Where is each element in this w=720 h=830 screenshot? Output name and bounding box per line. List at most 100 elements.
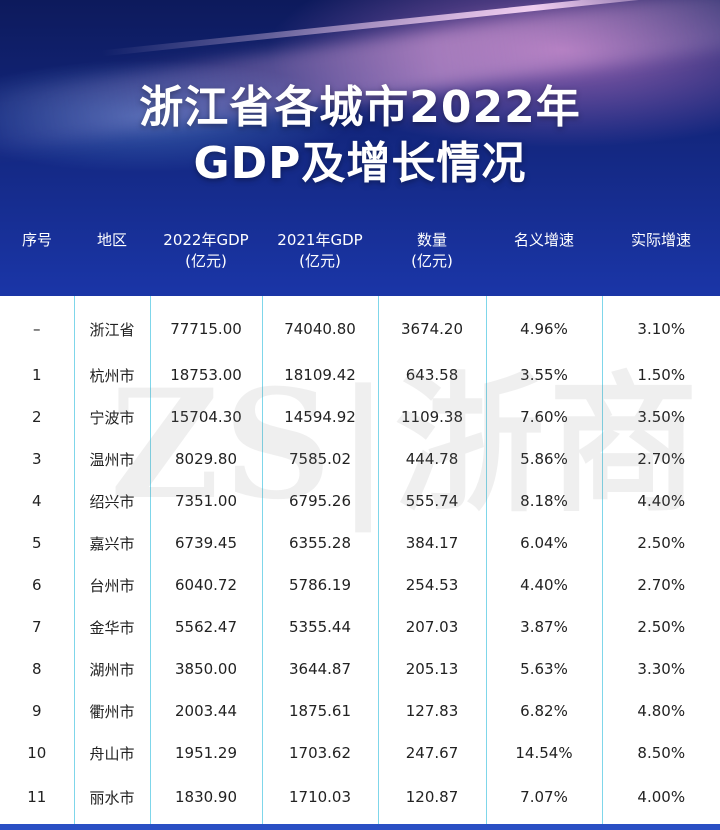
- column-header-label: 数量: [416, 231, 447, 249]
- table-cell: 2.70%: [601, 564, 720, 606]
- table-cell: 4.40%: [601, 480, 720, 522]
- table-cell: 8.18%: [485, 480, 602, 522]
- column-header-label: 实际增速: [630, 231, 691, 249]
- table-cell: 9: [0, 690, 74, 732]
- table-cell: 8: [0, 648, 74, 690]
- table-cell: 7.60%: [485, 396, 602, 438]
- table-cell: 4.40%: [485, 564, 602, 606]
- column-header-unit: (亿元): [185, 252, 227, 270]
- table-cell: 5786.19: [261, 564, 378, 606]
- column-header-label: 2022年GDP: [163, 231, 249, 249]
- table-cell: 5.86%: [485, 438, 602, 480]
- table-cell: 3.10%: [601, 296, 720, 354]
- page-title: 浙江省各城市2022年 GDP及增长情况: [0, 80, 720, 192]
- table-cell: 127.83: [377, 690, 486, 732]
- gdp-table: 序号 地区 2022年GDP (亿元) 2021年GDP (亿元) 数量 (亿元) 名义增速 实际…: [0, 218, 720, 824]
- table-row: 5 嘉兴市 6739.45 6355.28 384.17 6.04% 2.50%: [0, 522, 720, 564]
- table-header: 序号 地区 2022年GDP (亿元) 2021年GDP (亿元) 数量 (亿元) 名义增速 实际…: [0, 218, 720, 296]
- table-body: – 浙江省 77715.00 74040.80 3674.20 4.96% 3.10% 1 杭州…: [0, 296, 720, 824]
- table-cell: 衢州市: [73, 690, 150, 732]
- table-cell: 台州市: [73, 564, 150, 606]
- table-cell: 1109.38: [377, 396, 486, 438]
- table-cell: 384.17: [377, 522, 486, 564]
- column-header-label: 2021年GDP: [277, 231, 363, 249]
- table-cell: 3.50%: [601, 396, 720, 438]
- table-cell: 2: [0, 396, 74, 438]
- table-cell: 湖州市: [73, 648, 150, 690]
- column-header-unit: (亿元): [411, 252, 453, 270]
- column-header: 地区: [74, 218, 150, 296]
- table-cell: 6.82%: [485, 690, 602, 732]
- table-cell: 6795.26: [261, 480, 378, 522]
- table-cell: 2.50%: [601, 522, 720, 564]
- table-row: 3 温州市 8029.80 7585.02 444.78 5.86% 2.70%: [0, 438, 720, 480]
- table-cell: 4.00%: [601, 774, 720, 824]
- title-line-2: GDP及增长情况: [193, 138, 527, 189]
- table-cell: 643.58: [377, 354, 486, 396]
- table-cell: 15704.30: [149, 396, 262, 438]
- table-cell: 205.13: [377, 648, 486, 690]
- table-cell: 1951.29: [149, 732, 262, 774]
- column-header-label: 地区: [96, 231, 127, 249]
- table-cell: 7.07%: [485, 774, 602, 824]
- table-cell: 1: [0, 354, 74, 396]
- table-cell: 绍兴市: [73, 480, 150, 522]
- column-header: 2022年GDP (亿元): [150, 218, 262, 296]
- table-cell: 3674.20: [377, 296, 486, 354]
- table-cell: 1703.62: [261, 732, 378, 774]
- table-cell: 2003.44: [149, 690, 262, 732]
- table-cell: 6355.28: [261, 522, 378, 564]
- table-cell: 14594.92: [261, 396, 378, 438]
- column-header-label: 名义增速: [513, 231, 574, 249]
- table-cell: 6040.72: [149, 564, 262, 606]
- title-line-1: 浙江省各城市2022年: [139, 82, 581, 133]
- table-cell: 1875.61: [261, 690, 378, 732]
- table-row: 10 舟山市 1951.29 1703.62 247.67 14.54% 8.50%: [0, 732, 720, 774]
- table-cell: 3.87%: [485, 606, 602, 648]
- table-cell: 3850.00: [149, 648, 262, 690]
- column-header: 序号: [0, 218, 74, 296]
- column-header: 数量 (亿元): [378, 218, 486, 296]
- table-row: 8 湖州市 3850.00 3644.87 205.13 5.63% 3.30%: [0, 648, 720, 690]
- table-cell: 207.03: [377, 606, 486, 648]
- table-cell: 7: [0, 606, 74, 648]
- table-cell: 2.70%: [601, 438, 720, 480]
- table-cell: 7351.00: [149, 480, 262, 522]
- table-cell: 18109.42: [261, 354, 378, 396]
- table-cell: 金华市: [73, 606, 150, 648]
- column-header-label: 序号: [21, 231, 52, 249]
- table-row: – 浙江省 77715.00 74040.80 3674.20 4.96% 3.10%: [0, 296, 720, 354]
- table-cell: 555.74: [377, 480, 486, 522]
- table-cell: 8029.80: [149, 438, 262, 480]
- table-cell: 11: [0, 774, 74, 824]
- table-cell: 8.50%: [601, 732, 720, 774]
- table-cell: 444.78: [377, 438, 486, 480]
- table-cell: 杭州市: [73, 354, 150, 396]
- table-cell: 247.67: [377, 732, 486, 774]
- table-cell: 1.50%: [601, 354, 720, 396]
- table-row: 11 丽水市 1830.90 1710.03 120.87 7.07% 4.00%: [0, 774, 720, 824]
- table-cell: 2.50%: [601, 606, 720, 648]
- table-row: 7 金华市 5562.47 5355.44 207.03 3.87% 2.50%: [0, 606, 720, 648]
- table-cell: 宁波市: [73, 396, 150, 438]
- table-cell: 1830.90: [149, 774, 262, 824]
- table-cell: –: [0, 296, 74, 354]
- table-row: 4 绍兴市 7351.00 6795.26 555.74 8.18% 4.40%: [0, 480, 720, 522]
- table-cell: 5562.47: [149, 606, 262, 648]
- table-cell: 6.04%: [485, 522, 602, 564]
- table-cell: 温州市: [73, 438, 150, 480]
- column-header: 2021年GDP (亿元): [262, 218, 378, 296]
- table-cell: 3.30%: [601, 648, 720, 690]
- table-cell: 77715.00: [149, 296, 262, 354]
- table-cell: 7585.02: [261, 438, 378, 480]
- table-cell: 5: [0, 522, 74, 564]
- table-cell: 254.53: [377, 564, 486, 606]
- table-cell: 10: [0, 732, 74, 774]
- table-cell: 浙江省: [73, 296, 150, 354]
- table-row: 1 杭州市 18753.00 18109.42 643.58 3.55% 1.50%: [0, 354, 720, 396]
- table-cell: 5.63%: [485, 648, 602, 690]
- table-cell: 5355.44: [261, 606, 378, 648]
- table-cell: 3644.87: [261, 648, 378, 690]
- table-cell: 74040.80: [261, 296, 378, 354]
- table-row: 6 台州市 6040.72 5786.19 254.53 4.40% 2.70%: [0, 564, 720, 606]
